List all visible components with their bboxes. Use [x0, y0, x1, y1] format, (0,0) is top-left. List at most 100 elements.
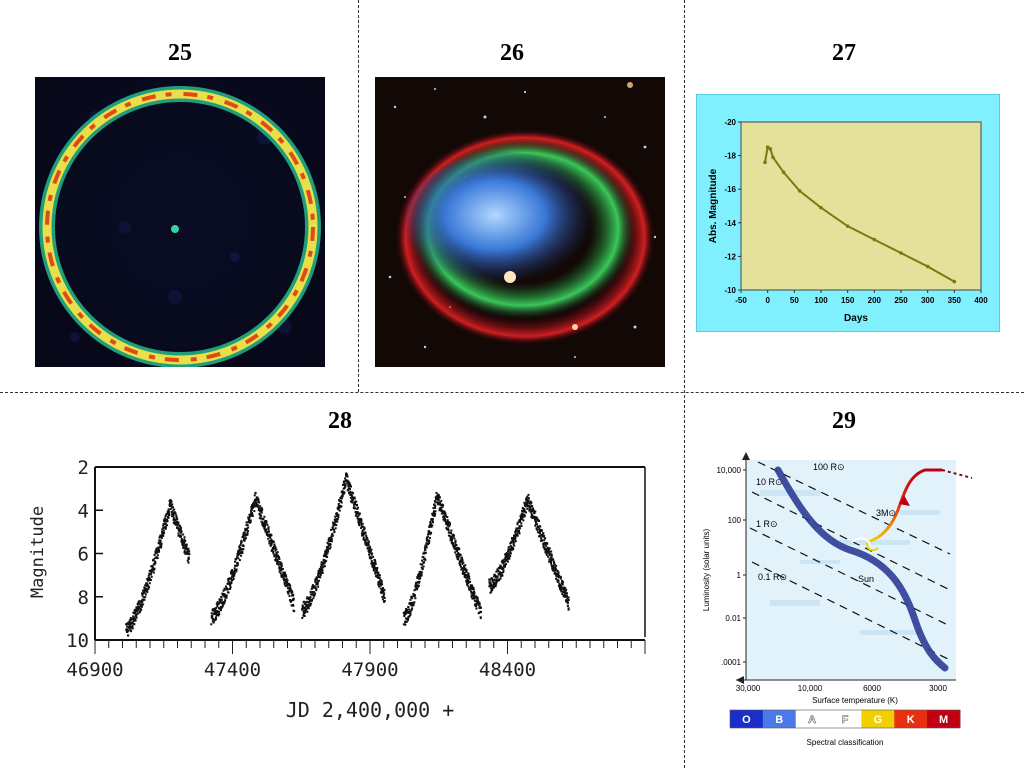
- data-point: [257, 504, 260, 507]
- data-point: [137, 607, 140, 610]
- data-point: [275, 553, 278, 556]
- data-point: [440, 512, 443, 515]
- data-point: [543, 546, 546, 549]
- radius-lines: [749, 461, 951, 661]
- data-point: [326, 549, 329, 552]
- data-point: [535, 527, 538, 530]
- radius-label-100: 100 R⊙: [813, 462, 845, 472]
- data-point: [498, 579, 501, 582]
- y-tick-label: -14: [724, 219, 736, 228]
- data-point: [156, 557, 159, 560]
- data-point: [422, 552, 425, 555]
- data-point: [493, 575, 496, 578]
- data-point: [559, 577, 562, 580]
- data-point: [187, 558, 190, 561]
- data-point: [262, 525, 265, 528]
- data-point: [126, 630, 129, 633]
- y-axis-label: Abs. Magnitude: [708, 168, 719, 243]
- x-tick-label: 10,000: [798, 684, 823, 693]
- data-point: [360, 527, 363, 530]
- data-point: [461, 560, 464, 563]
- track-arrow: [899, 495, 910, 506]
- data-point: [449, 539, 452, 542]
- data-point: [765, 145, 770, 149]
- data-point: [450, 540, 453, 543]
- data-point: [431, 524, 434, 527]
- data-point: [367, 553, 370, 556]
- data-point: [364, 540, 367, 543]
- data-point: [172, 513, 175, 516]
- data-point: [367, 543, 370, 546]
- data-point: [226, 582, 229, 585]
- data-point: [152, 571, 155, 574]
- data-point: [465, 579, 468, 582]
- data-point: [349, 484, 352, 487]
- data-point: [368, 548, 371, 551]
- data-point: [423, 561, 426, 564]
- variable-star-chart: 2 4 6 8 10 46900 47400 47900 48400 JD 2,400,000…: [28, 457, 646, 722]
- data-point: [150, 571, 153, 574]
- data-point: [537, 519, 540, 522]
- data-point: [258, 501, 261, 504]
- data-point: [138, 611, 141, 614]
- panel-number-28: 28: [328, 408, 352, 434]
- data-point: [320, 561, 323, 564]
- data-point: [306, 610, 309, 613]
- data-point: [216, 605, 219, 608]
- data-point: [529, 510, 532, 513]
- data-point: [455, 544, 458, 547]
- x-tick-label: -50: [735, 296, 747, 305]
- data-point: [134, 613, 137, 616]
- data-point: [236, 563, 239, 566]
- data-point: [453, 537, 456, 540]
- data-point: [440, 499, 443, 502]
- data-point: [419, 577, 422, 580]
- data-point: [410, 608, 413, 611]
- data-point: [377, 576, 380, 579]
- data-point: [316, 580, 319, 583]
- data-point: [126, 623, 129, 626]
- x-tick-label: 150: [841, 296, 855, 305]
- data-point: [474, 605, 477, 608]
- data-point: [372, 567, 375, 570]
- data-point: [268, 534, 271, 537]
- data-point: [283, 577, 286, 580]
- data-point: [291, 599, 294, 602]
- data-point: [526, 503, 529, 506]
- data-point: [309, 593, 312, 596]
- data-point: [238, 549, 241, 552]
- data-point: [564, 590, 567, 593]
- data-point: [260, 511, 263, 514]
- data-point: [367, 540, 370, 543]
- data-point: [315, 576, 318, 579]
- data-point: [441, 510, 444, 513]
- data-point: [150, 565, 153, 568]
- data-point: [139, 607, 142, 610]
- data-point: [179, 528, 182, 531]
- data-point: [273, 555, 276, 558]
- radius-label-10: 10 R⊙: [756, 477, 783, 487]
- data-point: [403, 613, 406, 616]
- data-point: [231, 578, 234, 581]
- data-point: [369, 546, 372, 549]
- data-point: [340, 501, 343, 504]
- data-point: [496, 568, 499, 571]
- data-point: [952, 279, 957, 284]
- data-point: [416, 581, 419, 584]
- data-point: [410, 604, 413, 607]
- data-point: [276, 558, 279, 561]
- data-point: [430, 525, 433, 528]
- data-point: [226, 588, 229, 591]
- data-point: [301, 607, 304, 610]
- data-point: [491, 580, 494, 583]
- data-point: [358, 521, 361, 524]
- data-point: [264, 523, 267, 526]
- data-point: [512, 543, 515, 546]
- data-point: [450, 529, 453, 532]
- data-point: [131, 617, 134, 620]
- data-point: [475, 607, 478, 610]
- data-point: [148, 582, 151, 585]
- divider-top-left: [358, 0, 359, 392]
- data-point: [174, 512, 177, 515]
- data-point: [463, 576, 466, 579]
